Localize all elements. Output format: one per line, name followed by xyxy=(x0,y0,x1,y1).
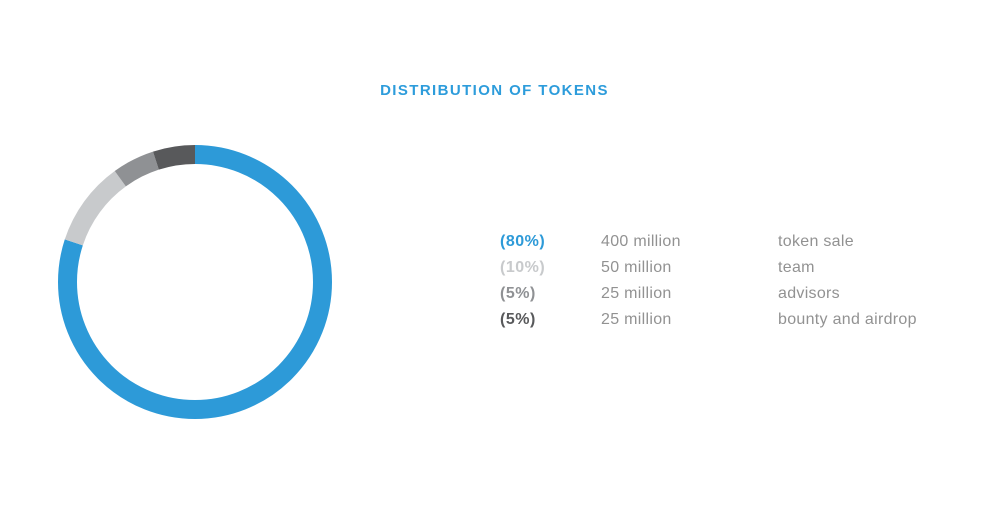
legend-percent: (5%) xyxy=(500,311,536,328)
legend-label: token sale xyxy=(778,233,854,250)
chart-title: DISTRIBUTION OF TOKENS xyxy=(380,82,609,99)
legend-amount: 25 million xyxy=(601,311,672,328)
donut-chart-area xyxy=(0,0,400,505)
legend-percent: (80%) xyxy=(500,233,546,250)
legend-row: (5%) 25 million advisors xyxy=(500,281,917,307)
legend-label: team xyxy=(778,259,815,276)
legend-percent: (10%) xyxy=(500,259,546,276)
legend-label: bounty and airdrop xyxy=(778,311,917,328)
legend-row: (80%) 400 million token sale xyxy=(500,229,917,255)
legend-label: advisors xyxy=(778,285,840,302)
legend-amount: 50 million xyxy=(601,259,672,276)
donut-chart xyxy=(58,145,332,419)
legend-row: (10%) 50 million team xyxy=(500,255,917,281)
legend-amount: 400 million xyxy=(601,233,681,250)
legend-row: (5%) 25 million bounty and airdrop xyxy=(500,307,917,333)
donut-segment-bounty-and-airdrop xyxy=(58,145,332,419)
legend-amount: 25 million xyxy=(601,285,672,302)
legend-percent: (5%) xyxy=(500,285,536,302)
chart-legend: (80%) 400 million token sale (10%) 50 mi… xyxy=(500,229,917,333)
